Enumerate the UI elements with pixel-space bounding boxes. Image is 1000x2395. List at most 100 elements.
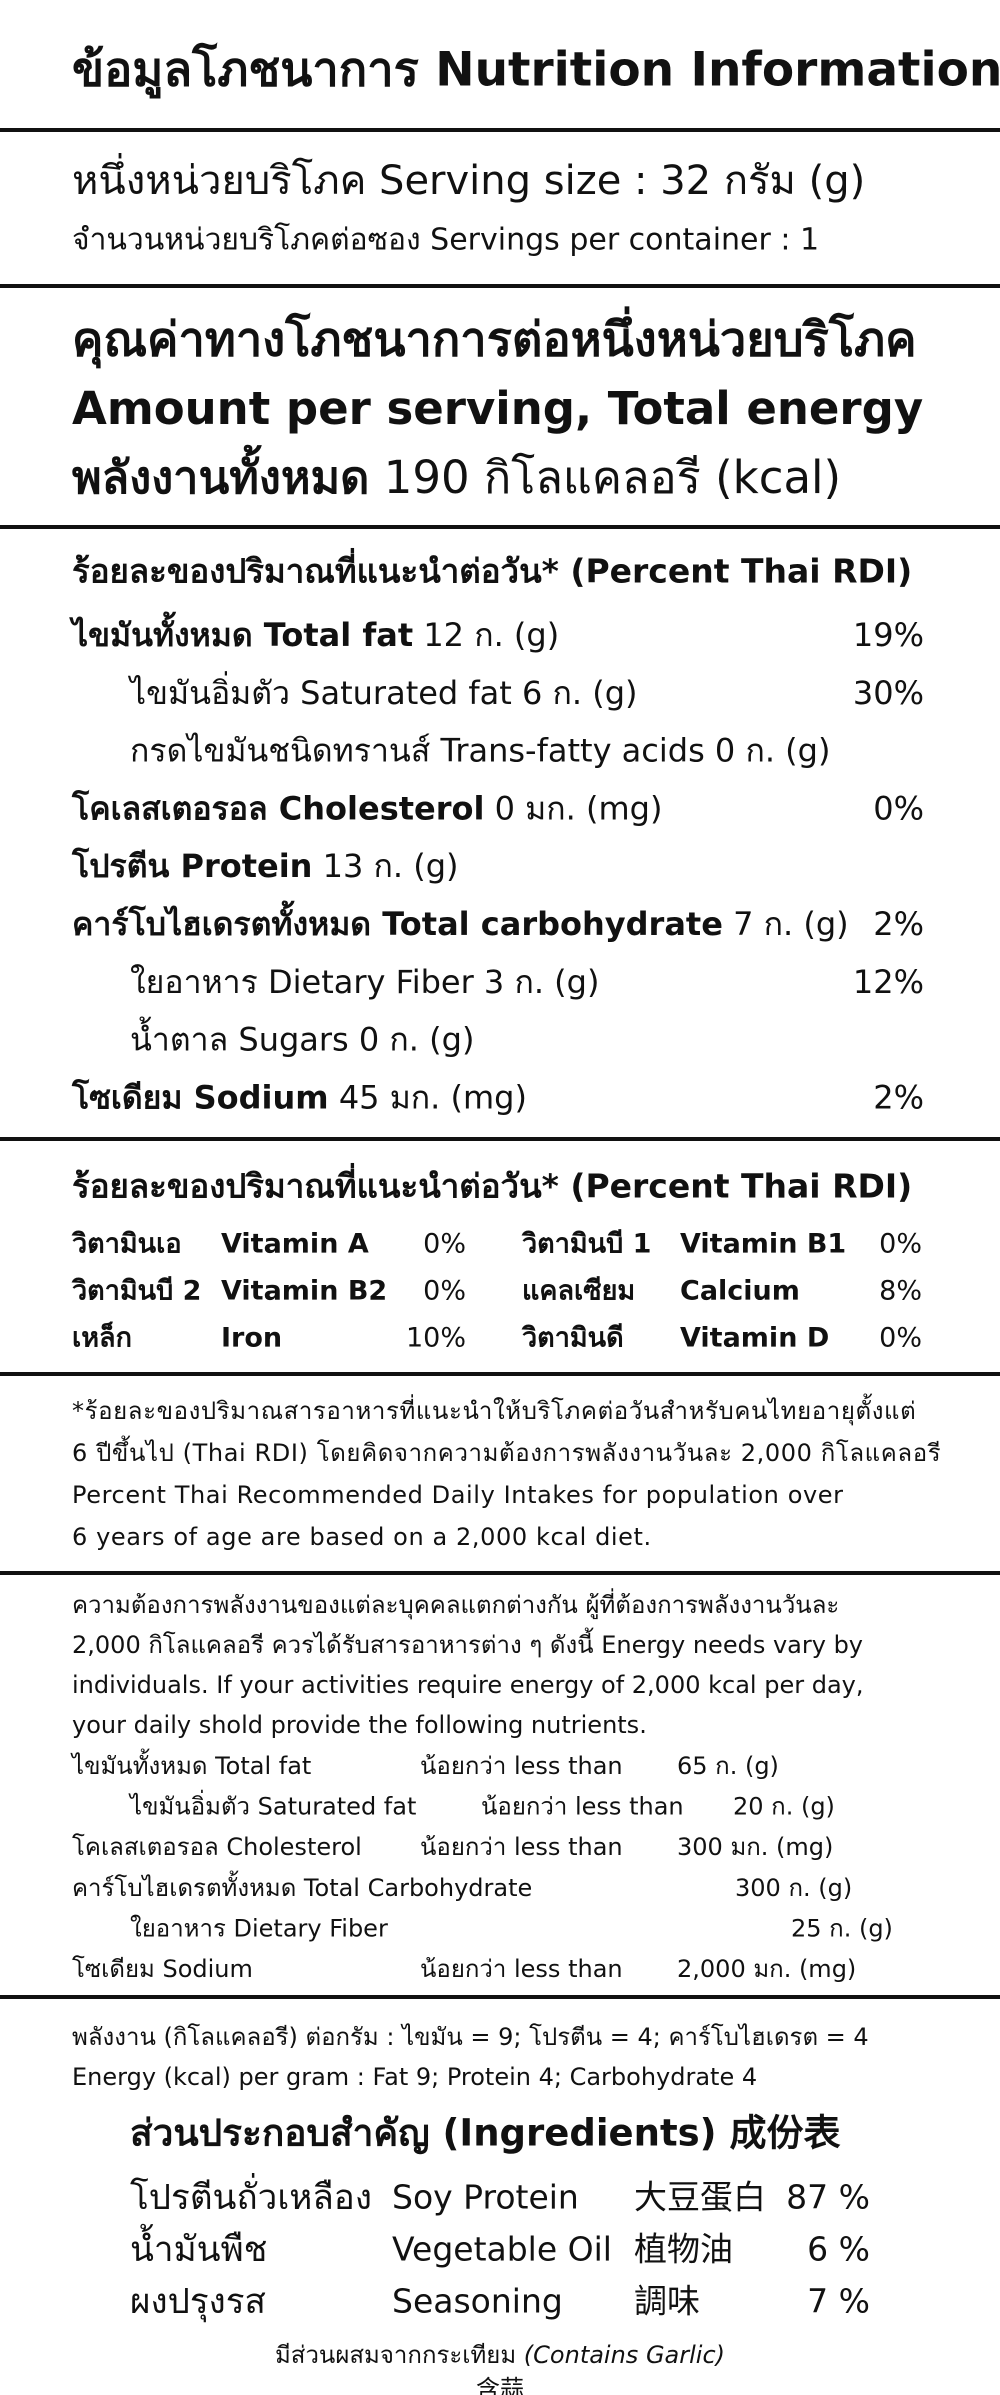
ingredient-percent: 87 % (786, 2178, 870, 2217)
vitamin-english: Iron (221, 1323, 282, 1354)
nutrient-row-part: 3 ก. (g) (484, 963, 600, 1001)
vitamin-thai: วิตามินบี 2 (71, 1276, 201, 1307)
allergen-thai: มีส่วนผสมจากกระเทียม (275, 2341, 516, 2369)
nutrient-row: ไขมันทั้งหมด Total fat 12 ก. (g) (69, 611, 559, 654)
requirement-amount: 300 ก. (g) (735, 1874, 852, 1902)
vitamin-english: Vitamin B1 (680, 1229, 846, 1260)
nutrient-percent: 0% (873, 789, 924, 827)
vitamin-english: Vitamin D (680, 1323, 829, 1354)
nutrient-row-part: ไขมันทั้งหมด Total fat (69, 611, 413, 654)
nutrient-row: ใยอาหาร Dietary Fiber 3 ก. (g) (130, 963, 599, 1001)
vitamin-percent: 0% (423, 1229, 466, 1260)
requirement-amount: 300 มก. (mg) (677, 1833, 833, 1861)
footnote-line: Percent Thai Recommended Daily Intakes f… (72, 1481, 844, 1509)
requirement-comparison: น้อยกว่า less than (420, 1752, 623, 1780)
ingredient-thai: ผงปรุงรส (130, 2282, 266, 2322)
nutrient-row-part: น้ำตาล Sugars (130, 1017, 349, 1059)
nutrient-row: คาร์โบไฮเดรตทั้งหมด Total carbohydrate 7… (72, 900, 849, 943)
nutrient-row: โซเดียม Sodium 45 มก. (mg) (71, 1078, 527, 1116)
footnote-line: 6 years of age are based on a 2,000 kcal… (72, 1523, 652, 1551)
nutrient-row-part: 13 ก. (g) (323, 847, 459, 885)
vitamin-thai: แคลเซียม (522, 1276, 635, 1307)
ingredient-thai: โปรตีนถั่วเหลือง (130, 2173, 372, 2218)
allergen-chinese: 含蒜 (476, 2375, 524, 2395)
requirements-line: ความต้องการพลังงานของแต่ละบุคคลแตกต่างกั… (72, 1588, 839, 1620)
amount-heading: คุณค่าทางโภชนาการต่อหนึ่งหน่วยบริโภค (72, 306, 917, 369)
ingredient-thai: น้ำมันพืช (130, 2223, 267, 2270)
vitamin-english: Calcium (680, 1276, 800, 1307)
requirements-line: individuals. If your activities require … (72, 1671, 863, 1699)
nutrient-row: โคเลสเตอรอล Cholesterol 0 มก. (mg) (71, 789, 662, 827)
ingredient-english: Seasoning (392, 2282, 563, 2321)
energy-per-gram: พลังงาน (กิโลแคลอรี) ต่อกรัม : ไขมัน = 9… (72, 2023, 869, 2051)
nutrient-percent: 2% (873, 1078, 924, 1116)
ingredient-percent: 6 % (807, 2230, 870, 2269)
ingredient-english: Vegetable Oil (392, 2230, 612, 2269)
nutrient-row-part: ใยอาหาร Dietary Fiber (130, 963, 475, 1001)
vitamin-percent: 8% (879, 1276, 922, 1307)
nutrient-row-part: โซเดียม Sodium (71, 1078, 329, 1116)
nutrient-percent: 2% (873, 905, 924, 943)
title: ข้อมูลโภชนาการ Nutrition Information (72, 42, 1000, 100)
vitamin-thai: วิตามินเอ (71, 1229, 181, 1260)
nutrient-row-part: 12 ก. (g) (423, 616, 559, 654)
nutrient-row: กรดไขมันชนิดทรานส์ Trans-fatty acids 0 ก… (130, 732, 830, 770)
nutrient-row: ไขมันอิ่มตัว Saturated fat 6 ก. (g) (127, 671, 638, 712)
nutrient-row-part: โปรตีน Protein (71, 847, 312, 885)
ingredient-percent: 7 % (807, 2282, 870, 2321)
requirement-comparison: น้อยกว่า less than (420, 1833, 623, 1861)
amount-subheading: Amount per serving, Total energy (72, 382, 923, 435)
footnote-line: *ร้อยละของปริมาณสารอาหารที่แนะนำให้บริโภ… (72, 1393, 916, 1426)
allergen: มีส่วนผสมจากกระเทียม (Contains Garlic) (275, 2341, 725, 2369)
energy-per-gram: Energy (kcal) per gram : Fat 9; Protein … (72, 2063, 757, 2091)
requirement-comparison: น้อยกว่า less than (481, 1793, 684, 1821)
nutrient-percent: 19% (853, 616, 924, 654)
ingredient-chinese: 植物油 (634, 2230, 733, 2269)
ingredient-english: Soy Protein (392, 2178, 579, 2217)
nutrient-row-part: ไขมันอิ่มตัว Saturated fat (127, 671, 512, 712)
requirement-nutrient: ไขมันทั้งหมด Total fat (70, 1748, 311, 1780)
nutrient-row: โปรตีน Protein 13 ก. (g) (71, 847, 459, 885)
energy-part: 190 (384, 451, 470, 504)
nutrient-row-part: 7 ก. (g) (733, 905, 849, 943)
rdi-heading: ร้อยละของปริมาณที่แนะนำต่อวัน* (Percent … (72, 548, 912, 591)
serving-size: หนึ่งหน่วยบริโภค Serving size : 32 กรัม … (72, 153, 865, 204)
requirement-nutrient: คาร์โบไฮเดรตทั้งหมด Total Carbohydrate (72, 1870, 532, 1902)
nutrient-row: น้ำตาล Sugars 0 ก. (g) (130, 1017, 474, 1059)
footnote-line: 6 ปีขึ้นไป (Thai RDI) โดยคิดจากความต้องก… (72, 1435, 941, 1467)
nutrient-row-part: 0 ก. (g) (359, 1021, 475, 1059)
requirement-nutrient: โซเดียม Sodium (72, 1955, 253, 1983)
requirement-comparison: น้อยกว่า less than (420, 1955, 623, 1983)
requirement-amount: 65 ก. (g) (677, 1752, 779, 1780)
allergen-english: (Contains Garlic) (524, 2341, 725, 2369)
energy-part: พลังงานทั้งหมด (72, 444, 369, 504)
vitamin-percent: 0% (423, 1276, 466, 1307)
nutrient-row-part: 6 ก. (g) (522, 674, 638, 712)
ingredient-chinese: 調味 (634, 2282, 700, 2321)
requirement-nutrient: ไขมันอิ่มตัว Saturated fat (128, 1790, 416, 1821)
requirements-line: 2,000 กิโลแคลอรี ควรได้รับสารอาหารต่าง ๆ… (72, 1627, 863, 1659)
nutrient-row-part: 0 ก. (g) (715, 732, 831, 770)
ingredient-chinese: 大豆蛋白 (634, 2178, 766, 2217)
nutrient-row-part: 0 มก. (mg) (495, 789, 663, 827)
vitamin-percent: 0% (879, 1323, 922, 1354)
requirement-amount: 2,000 มก. (mg) (677, 1955, 856, 1983)
servings-per-container: จำนวนหน่วยบริโภคต่อซอง Servings per cont… (72, 222, 819, 258)
nutrient-percent: 30% (853, 674, 924, 712)
ingredients-title: ส่วนประกอบสำคัญ (Ingredients) 成份表 (130, 2112, 840, 2155)
energy-part: กิโลแคลอรี (kcal) (484, 451, 841, 504)
rdi-heading: ร้อยละของปริมาณที่แนะนำต่อวัน* (Percent … (72, 1163, 912, 1206)
energy: พลังงานทั้งหมด 190 กิโลแคลอรี (kcal) (72, 444, 841, 504)
nutrient-row-part: คาร์โบไฮเดรตทั้งหมด Total carbohydrate (72, 900, 723, 943)
nutrient-row-part: กรดไขมันชนิดทรานส์ Trans-fatty acids (130, 732, 705, 770)
requirement-amount: 20 ก. (g) (733, 1793, 835, 1821)
vitamin-english: Vitamin A (221, 1229, 369, 1260)
vitamin-thai: เหล็ก (72, 1320, 132, 1354)
nutrient-row-part: 45 มก. (mg) (339, 1078, 527, 1116)
requirements-line: your daily shold provide the following n… (72, 1711, 647, 1739)
nutrient-row-part: โคเลสเตอรอล Cholesterol (71, 789, 484, 827)
nutrient-percent: 12% (853, 963, 924, 1001)
requirement-nutrient: ใยอาหาร Dietary Fiber (130, 1914, 388, 1942)
vitamin-english: Vitamin B2 (221, 1276, 387, 1307)
